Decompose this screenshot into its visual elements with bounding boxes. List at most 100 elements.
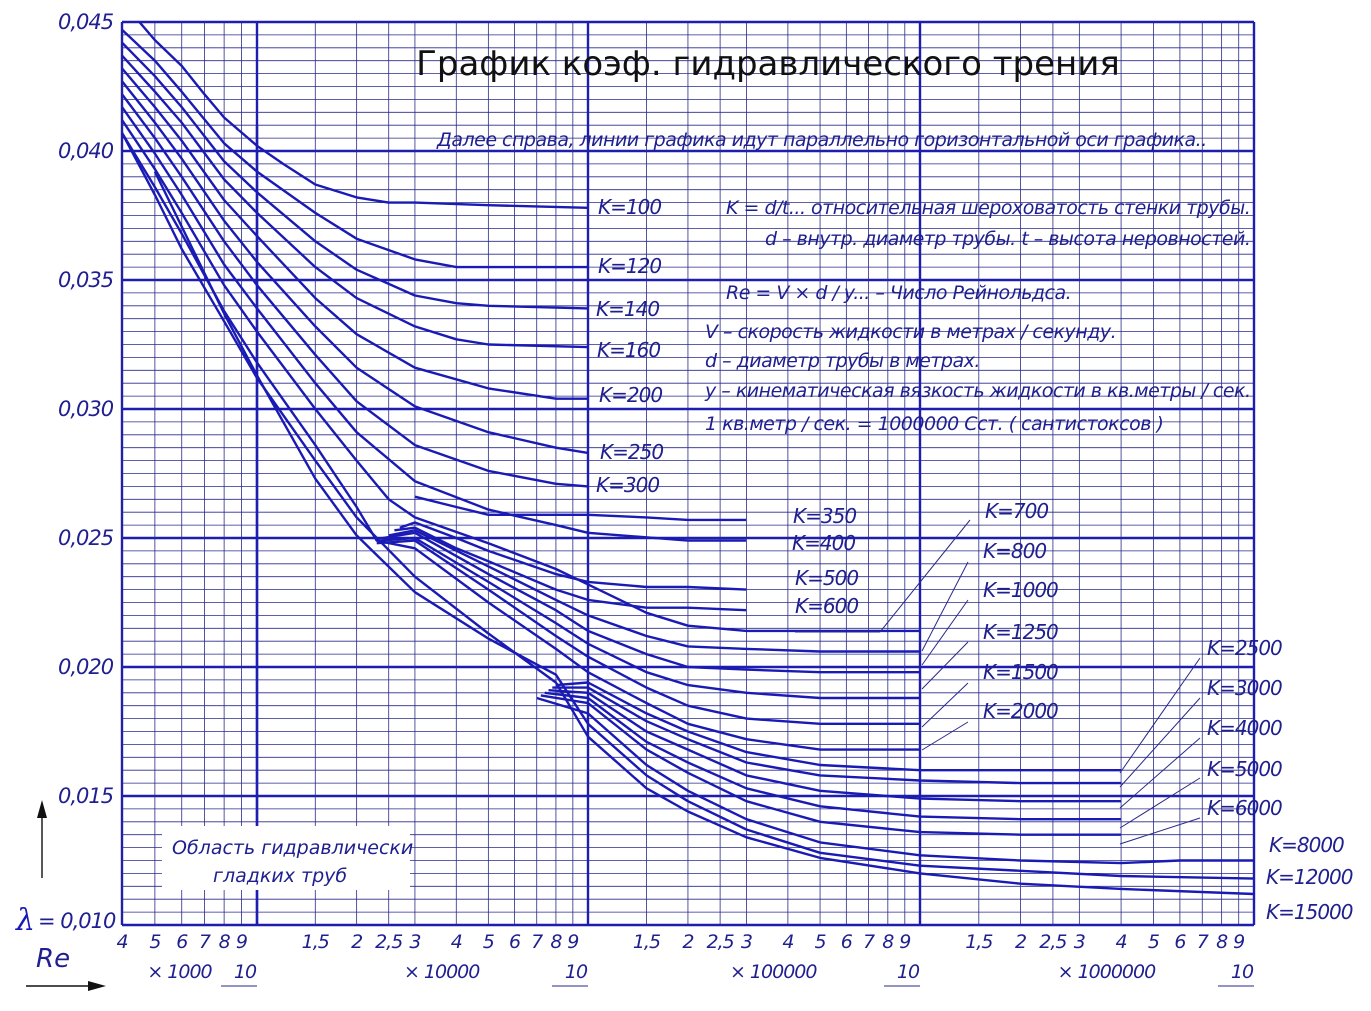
series-line-k-15000 bbox=[120, 132, 1255, 896]
leader-k-5000 bbox=[1119, 777, 1201, 829]
definition-diameter: d – диаметр трубы в метрах. bbox=[705, 350, 980, 372]
series-label-k-250: K=250 bbox=[600, 440, 663, 464]
x-tick-label: 3 bbox=[1074, 931, 1085, 953]
x-tick-label: 3 bbox=[741, 931, 752, 953]
smooth-pipe-area-label-line2: гладких труб bbox=[213, 865, 347, 887]
x-tick-label: 5 bbox=[815, 931, 827, 953]
x-tick-label: 2,5 bbox=[707, 931, 735, 953]
series-line-k-700 bbox=[121, 119, 920, 633]
series-label-k-100: K=100 bbox=[598, 195, 661, 219]
formula-k-description: d – внутр. диаметр трубы. t – высота нер… bbox=[765, 228, 1250, 250]
series-label-k-5000: K=5000 bbox=[1207, 757, 1282, 781]
series-line-k-5000 bbox=[544, 691, 1122, 821]
x-tick-label: 7 bbox=[531, 931, 543, 953]
x-tick-label: 2,5 bbox=[375, 931, 403, 953]
y-tick-label: 0,025 bbox=[58, 526, 114, 550]
series-label-k-8000: K=8000 bbox=[1269, 833, 1344, 857]
series-line-k-300 bbox=[121, 93, 589, 488]
smooth-pipe-area-box bbox=[162, 826, 410, 890]
series-label-k-15000: K=15000 bbox=[1266, 900, 1353, 924]
formula-reynolds: Re = V × d / y... – Число Рейнольдса. bbox=[726, 282, 1071, 304]
series-line-k-160 bbox=[121, 54, 589, 349]
series-label-k-1500: K=1500 bbox=[983, 660, 1058, 684]
leader-k-2500 bbox=[1119, 657, 1201, 774]
series-label-k-2500: K=2500 bbox=[1207, 636, 1282, 660]
x-tick-label: 1,5 bbox=[965, 931, 993, 953]
x-tick-label: 8 bbox=[550, 931, 562, 953]
series-label-k-2000: K=2000 bbox=[983, 699, 1058, 723]
x-tick-label: 2,5 bbox=[1039, 931, 1067, 953]
label-leaders bbox=[795, 519, 1201, 845]
definition-viscosity: y – кинематическая вязкость жидкости в к… bbox=[704, 380, 1251, 402]
x-tick-label: 2 bbox=[682, 931, 693, 953]
x-decade-end-label: 10 bbox=[1231, 961, 1254, 983]
x-tick-label: 5 bbox=[149, 931, 161, 953]
series-line-k-500 bbox=[399, 521, 747, 591]
series-labels: K=100 K=120 K=140 K=160 K=200 K=250 K=300 K=350… bbox=[596, 195, 1354, 924]
series-label-k-1250: K=1250 bbox=[983, 620, 1058, 644]
x-tick-label: 8 bbox=[882, 931, 894, 953]
x-decade-multiplier: × 1000000 bbox=[1058, 961, 1156, 983]
leader-k-1250 bbox=[921, 641, 969, 690]
x-tick-label: 6 bbox=[1174, 931, 1186, 953]
x-tick-label: 4 bbox=[451, 931, 462, 953]
re-arrow-head bbox=[88, 981, 106, 991]
x-tick-label: 3 bbox=[409, 931, 420, 953]
x-tick-label: 9 bbox=[567, 931, 578, 953]
note-right-continuation: Далее справа, линии графика идут паралле… bbox=[436, 129, 1207, 151]
y-tick-label: 0,015 bbox=[58, 784, 114, 808]
series-line-k-6000 bbox=[540, 694, 1122, 836]
series-label-k-300: K=300 bbox=[596, 473, 659, 497]
smooth-pipe-area-label-line1: Область гидравлически bbox=[172, 837, 413, 859]
series-label-k-3000: K=3000 bbox=[1207, 676, 1282, 700]
x-tick-label: 5 bbox=[483, 931, 495, 953]
y-tick-label: 0,030 bbox=[58, 397, 114, 421]
y-tick-label: 0,035 bbox=[58, 268, 114, 292]
series-label-k-700: K=700 bbox=[985, 499, 1048, 523]
leader-k-2000 bbox=[921, 721, 969, 751]
series-line-k-4000 bbox=[548, 689, 1122, 803]
x-tick-label: 4 bbox=[782, 931, 793, 953]
series-line-k-200 bbox=[121, 67, 588, 400]
leader-k-700 bbox=[879, 519, 971, 633]
x-decade-multiplier: × 1000 bbox=[147, 961, 212, 983]
series-line-k-350 bbox=[414, 495, 747, 522]
x-tick-label: 1,5 bbox=[633, 931, 661, 953]
x-decade-end-label: 10 bbox=[897, 961, 920, 983]
series-line-k-8000 bbox=[536, 696, 1254, 865]
chart-title: График коэф. гидравлического трения bbox=[416, 44, 1120, 84]
x-tick-label: 9 bbox=[899, 931, 910, 953]
series-label-k-500: K=500 bbox=[795, 566, 858, 590]
x-tick-label: 2 bbox=[1015, 931, 1026, 953]
series-label-k-12000: K=12000 bbox=[1266, 865, 1353, 889]
series-label-k-140: K=140 bbox=[596, 297, 659, 321]
series-line-k-2500 bbox=[555, 681, 1122, 772]
x-decade-multiplier: × 10000 bbox=[404, 961, 480, 983]
series-line-k-1000 bbox=[382, 531, 920, 674]
series-label-k-6000: K=6000 bbox=[1207, 796, 1282, 820]
x-tick-label: 2 bbox=[351, 931, 362, 953]
leader-k-1000 bbox=[921, 599, 969, 666]
x-tick-label: 6 bbox=[509, 931, 521, 953]
series-label-k-160: K=160 bbox=[597, 338, 660, 362]
series-label-k-120: K=120 bbox=[598, 254, 661, 278]
lambda-axis-origin-value: = 0,010 bbox=[38, 909, 116, 933]
x-tick-label: 4 bbox=[116, 931, 127, 953]
series-line-k-140 bbox=[121, 41, 589, 310]
x-tick-label: 9 bbox=[236, 931, 247, 953]
formula-k: K = d/t... относительная шероховатость с… bbox=[726, 197, 1250, 219]
series-line-k-1500 bbox=[376, 539, 920, 725]
series-label-k-400: K=400 bbox=[792, 531, 855, 555]
definition-velocity: V – скорость жидкости в метрах / секунду… bbox=[705, 321, 1116, 343]
series-label-k-1000: K=1000 bbox=[983, 578, 1058, 602]
series-label-k-200: K=200 bbox=[599, 383, 662, 407]
x-decade-end-label: 10 bbox=[234, 961, 257, 983]
x-tick-label: 7 bbox=[1197, 931, 1209, 953]
series-label-k-800: K=800 bbox=[983, 539, 1046, 563]
series-label-k-350: K=350 bbox=[793, 504, 856, 528]
series-line-k-1250 bbox=[379, 536, 920, 700]
series-line-k-100 bbox=[138, 21, 589, 209]
lambda-symbol: λ bbox=[15, 903, 35, 938]
x-tick-label: 1,5 bbox=[302, 931, 330, 953]
